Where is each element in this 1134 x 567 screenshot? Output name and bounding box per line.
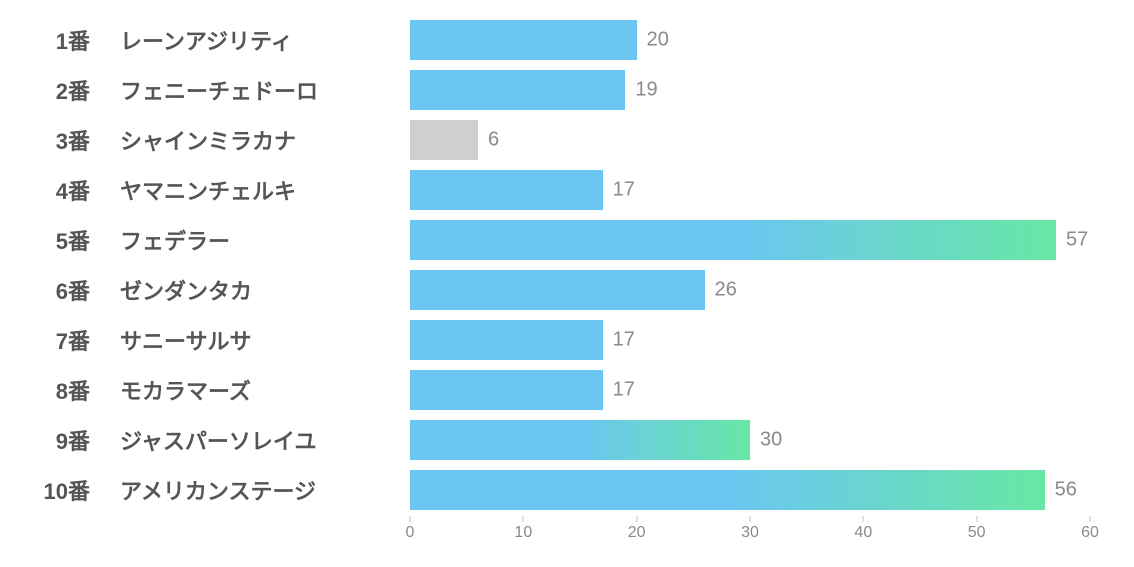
row-number-label: 6番 [10, 274, 90, 306]
bar [410, 370, 603, 410]
chart-row: 1番レーンアジリティ 20 [0, 20, 1134, 60]
chart-row: 2番フェニーチェドーロ 19 [0, 70, 1134, 110]
row-name-label: ジャスパーソレイユ [120, 424, 400, 456]
row-name-label: フェデラー [120, 224, 400, 256]
x-axis-tick-mark [976, 516, 977, 522]
bar [410, 470, 1045, 510]
horizontal-bar-chart: 1番レーンアジリティ 20 2番フェニーチェドーロ 19 3番シャインミラカナ 6 4番ヤマ… [0, 0, 1134, 567]
x-axis-tick-mark [863, 516, 864, 522]
row-number-label: 2番 [10, 74, 90, 106]
row-name-label: フェニーチェドーロ [120, 74, 400, 106]
x-axis-tick-mark [750, 516, 751, 522]
bar [410, 70, 625, 110]
bar [410, 270, 705, 310]
row-number-label: 4番 [10, 174, 90, 206]
chart-row: 3番シャインミラカナ 6 [0, 120, 1134, 160]
row-number-label: 7番 [10, 324, 90, 356]
row-name-label: モカラマーズ [120, 374, 400, 406]
bar-value-label: 17 [613, 379, 635, 402]
x-axis-tick-mark [523, 516, 524, 522]
x-axis-tick-label: 50 [968, 524, 986, 542]
row-name-label: サニーサルサ [120, 324, 400, 356]
row-name-label: ゼンダンタカ [120, 274, 400, 306]
row-number-label: 8番 [10, 374, 90, 406]
x-axis-tick-label: 0 [406, 524, 415, 542]
bar-value-label: 56 [1055, 479, 1077, 502]
chart-row: 10番アメリカンステージ 56 [0, 470, 1134, 510]
x-axis-tick-label: 60 [1081, 524, 1099, 542]
chart-row: 7番サニーサルサ 17 [0, 320, 1134, 360]
chart-row: 9番ジャスパーソレイユ 30 [0, 420, 1134, 460]
row-number-label: 9番 [10, 424, 90, 456]
row-name-label: アメリカンステージ [120, 474, 400, 506]
chart-row: 5番フェデラー 57 [0, 220, 1134, 260]
bar [410, 420, 750, 460]
row-number-label: 3番 [10, 124, 90, 156]
x-axis-tick-label: 20 [628, 524, 646, 542]
row-name-label: ヤマニンチェルキ [120, 174, 400, 206]
chart-row: 4番ヤマニンチェルキ 17 [0, 170, 1134, 210]
bar [410, 320, 603, 360]
row-number-label: 10番 [10, 474, 90, 506]
row-number-label: 1番 [10, 24, 90, 56]
row-name-label: シャインミラカナ [120, 124, 400, 156]
bar [410, 170, 603, 210]
bar-value-label: 6 [488, 129, 499, 152]
x-axis-tick-label: 30 [741, 524, 759, 542]
bar-value-label: 30 [760, 429, 782, 452]
bar-value-label: 19 [635, 79, 657, 102]
x-axis-tick-mark [636, 516, 637, 522]
row-name-label: レーンアジリティ [120, 24, 400, 56]
chart-row: 6番ゼンダンタカ 26 [0, 270, 1134, 310]
bar-value-label: 17 [613, 329, 635, 352]
bar-value-label: 57 [1066, 229, 1088, 252]
x-axis-tick-label: 40 [854, 524, 872, 542]
bar-value-label: 17 [613, 179, 635, 202]
bar [410, 120, 478, 160]
x-axis-tick-mark [1090, 516, 1091, 522]
x-axis-tick-label: 10 [514, 524, 532, 542]
bar [410, 220, 1056, 260]
chart-row: 8番モカラマーズ 17 [0, 370, 1134, 410]
bar-value-label: 20 [647, 29, 669, 52]
bar [410, 20, 637, 60]
bar-value-label: 26 [715, 279, 737, 302]
x-axis: 0102030405060 [410, 516, 1090, 546]
x-axis-tick-mark [410, 516, 411, 522]
row-number-label: 5番 [10, 224, 90, 256]
